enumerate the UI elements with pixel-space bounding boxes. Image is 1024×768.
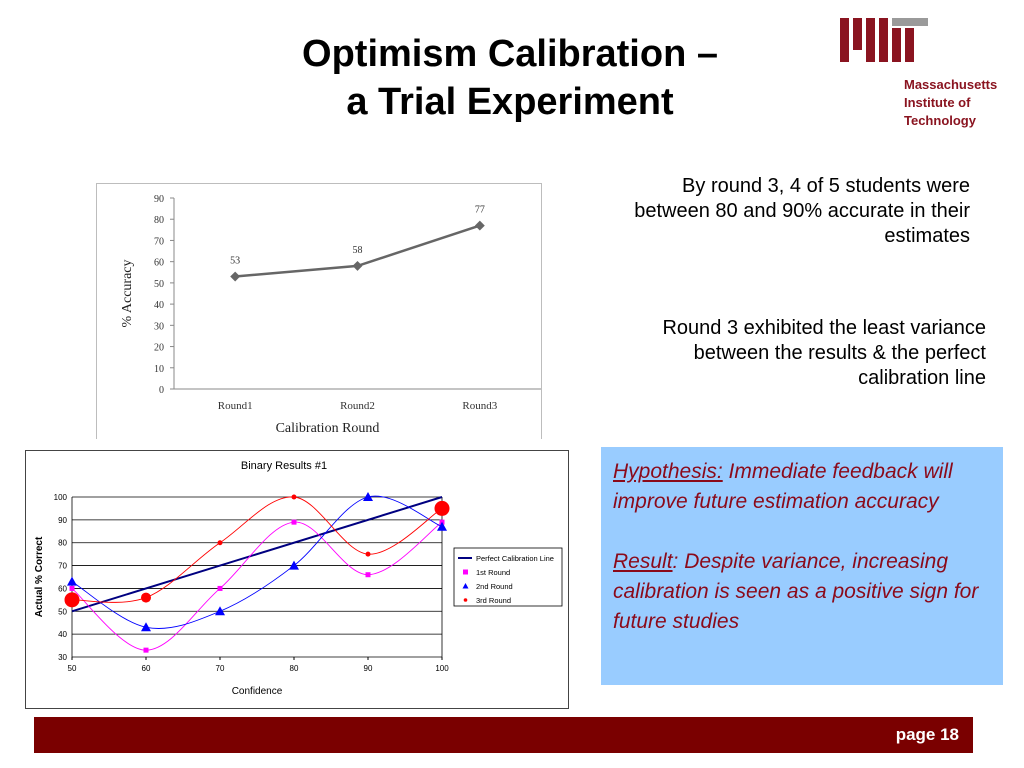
y-tick-label: 90 (154, 194, 164, 205)
page-number: page 18 (895, 725, 959, 744)
hypothesis-text: Immediate feedback will improve future e… (613, 460, 953, 513)
legend-label: 2nd Round (476, 582, 513, 591)
data-point (215, 606, 225, 616)
data-label: 58 (353, 245, 363, 256)
y-tick-label: 10 (154, 364, 164, 375)
data-point (141, 592, 151, 603)
binary-results-svg: Binary Results #1 30 40 50 60 70 80 90 100 50 60 70… (34, 460, 563, 697)
mit-logo-text: Massachusetts Institute of Technology (904, 76, 997, 130)
legend-swatch (462, 583, 469, 589)
logo-line-3: Technology (904, 113, 976, 128)
data-label: 77 (475, 205, 485, 216)
x-tick-label: 80 (290, 664, 299, 673)
accuracy-chart-svg: 0 10 20 30 40 50 60 70 80 90 Round1 Round2 Round3 53 5… (120, 194, 541, 436)
data-point (217, 540, 223, 546)
y-tick-label: 60 (58, 584, 67, 593)
data-point (363, 492, 373, 501)
y-tick-label: 30 (154, 321, 164, 332)
mit-logo-bars-icon (840, 18, 928, 62)
data-point (365, 551, 371, 557)
legend-label: 1st Round (476, 568, 510, 577)
data-point (64, 592, 80, 608)
y-tick-label: 50 (58, 607, 67, 616)
y-tick-label: 40 (154, 300, 164, 311)
note-round3-variance: Round 3 exhibited the least variance bet… (662, 317, 986, 389)
title-line-2: a Trial Experiment (346, 81, 674, 123)
y-tick-label: 60 (154, 258, 164, 269)
data-point (437, 521, 447, 531)
hypothesis-paragraph: Hypothesis: Immediate feedback will impr… (613, 457, 991, 517)
x-tick-label: Round3 (462, 400, 497, 412)
legend-label: Perfect Calibration Line (476, 554, 554, 563)
x-axis-title: Confidence (232, 686, 283, 697)
data-point (141, 622, 151, 632)
data-point (291, 494, 297, 500)
y-axis-title: Actual % Correct (34, 536, 45, 617)
legend-swatch (463, 598, 468, 602)
series-line (71, 496, 443, 613)
data-point (352, 260, 363, 271)
chart-title: Binary Results #1 (241, 460, 327, 472)
x-tick-label: 60 (142, 664, 151, 673)
legend-label: 3rd Round (476, 596, 511, 605)
binary-results-chart: Binary Results #1 30 40 50 60 70 80 90 100 50 60 70… (25, 450, 569, 709)
y-tick-label: 70 (154, 236, 164, 247)
accuracy-line-chart: 0 10 20 30 40 50 60 70 80 90 Round1 Round2 Round3 53 5… (96, 183, 542, 439)
y-tick-label: 80 (154, 215, 164, 226)
y-tick-label: 30 (58, 653, 67, 662)
data-point (365, 572, 371, 578)
data-point (217, 585, 223, 591)
data-point (230, 271, 241, 282)
series-curve (71, 496, 443, 603)
x-tick-label: 50 (68, 664, 77, 673)
hypothesis-label: Hypothesis: (613, 460, 723, 483)
data-point (474, 220, 485, 231)
series-curve (71, 495, 443, 629)
data-point (67, 576, 77, 586)
y-tick-label: 0 (159, 385, 164, 396)
legend-swatch (463, 569, 468, 575)
data-point (69, 585, 75, 591)
data-point (289, 560, 299, 570)
mit-logo (840, 18, 928, 62)
y-tick-label: 40 (58, 630, 67, 639)
note-round3-students: By round 3, 4 of 5 students were between… (634, 175, 970, 247)
y-tick-label: 80 (58, 539, 67, 548)
x-tick-label: 70 (216, 664, 225, 673)
data-point (291, 519, 297, 525)
logo-line-1: Massachusetts (904, 77, 998, 92)
result-label: Result (613, 550, 673, 573)
y-tick-label: 70 (58, 562, 67, 571)
footer-bar: page 18 (34, 717, 973, 753)
x-tick-label: Round1 (218, 400, 253, 412)
slide-title: Optimism Calibration – a Trial Experimen… (160, 30, 860, 126)
series-curve (71, 521, 443, 651)
y-tick-label: 20 (154, 343, 164, 354)
x-tick-label: 90 (364, 664, 373, 673)
data-point (143, 647, 149, 653)
x-tick-label: Round2 (340, 400, 375, 412)
x-tick-label: 100 (435, 664, 449, 673)
y-tick-label: 50 (154, 279, 164, 290)
hypothesis-box: Hypothesis: Immediate feedback will impr… (601, 447, 1003, 685)
title-line-1: Optimism Calibration – (302, 33, 718, 75)
y-axis-title: % Accuracy (120, 259, 135, 327)
result-text: : Despite variance, increasing calibrati… (613, 550, 979, 633)
logo-line-2: Institute of (904, 95, 971, 110)
y-tick-label: 100 (54, 493, 68, 502)
result-paragraph: Result: Despite variance, increasing cal… (613, 547, 991, 637)
data-point (434, 500, 450, 516)
data-label: 53 (230, 256, 240, 267)
y-tick-label: 90 (58, 516, 67, 525)
x-axis-title: Calibration Round (276, 421, 380, 436)
